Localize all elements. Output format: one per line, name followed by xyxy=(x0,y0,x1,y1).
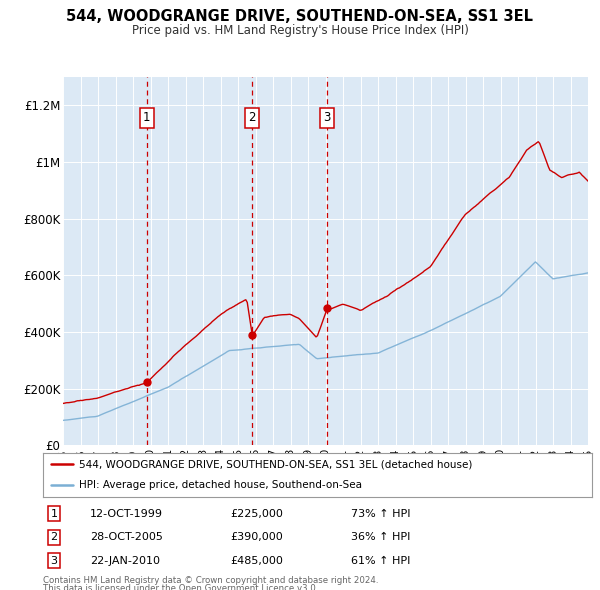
Text: Price paid vs. HM Land Registry's House Price Index (HPI): Price paid vs. HM Land Registry's House … xyxy=(131,24,469,37)
Text: Contains HM Land Registry data © Crown copyright and database right 2024.: Contains HM Land Registry data © Crown c… xyxy=(43,576,379,585)
Text: HPI: Average price, detached house, Southend-on-Sea: HPI: Average price, detached house, Sout… xyxy=(79,480,362,490)
Text: £485,000: £485,000 xyxy=(230,556,283,566)
Text: 2: 2 xyxy=(50,532,58,542)
Text: 12-OCT-1999: 12-OCT-1999 xyxy=(90,509,163,519)
Text: 61% ↑ HPI: 61% ↑ HPI xyxy=(350,556,410,566)
Text: 22-JAN-2010: 22-JAN-2010 xyxy=(90,556,160,566)
Text: 544, WOODGRANGE DRIVE, SOUTHEND-ON-SEA, SS1 3EL (detached house): 544, WOODGRANGE DRIVE, SOUTHEND-ON-SEA, … xyxy=(79,460,472,470)
Text: 3: 3 xyxy=(323,112,330,124)
Text: £390,000: £390,000 xyxy=(230,532,283,542)
Text: 1: 1 xyxy=(50,509,58,519)
Text: 544, WOODGRANGE DRIVE, SOUTHEND-ON-SEA, SS1 3EL: 544, WOODGRANGE DRIVE, SOUTHEND-ON-SEA, … xyxy=(67,9,533,24)
Text: £225,000: £225,000 xyxy=(230,509,283,519)
Text: 28-OCT-2005: 28-OCT-2005 xyxy=(90,532,163,542)
Text: 1: 1 xyxy=(143,112,151,124)
Text: 3: 3 xyxy=(50,556,58,566)
Text: 2: 2 xyxy=(248,112,256,124)
Text: This data is licensed under the Open Government Licence v3.0.: This data is licensed under the Open Gov… xyxy=(43,584,319,590)
Text: 36% ↑ HPI: 36% ↑ HPI xyxy=(350,532,410,542)
Text: 73% ↑ HPI: 73% ↑ HPI xyxy=(350,509,410,519)
